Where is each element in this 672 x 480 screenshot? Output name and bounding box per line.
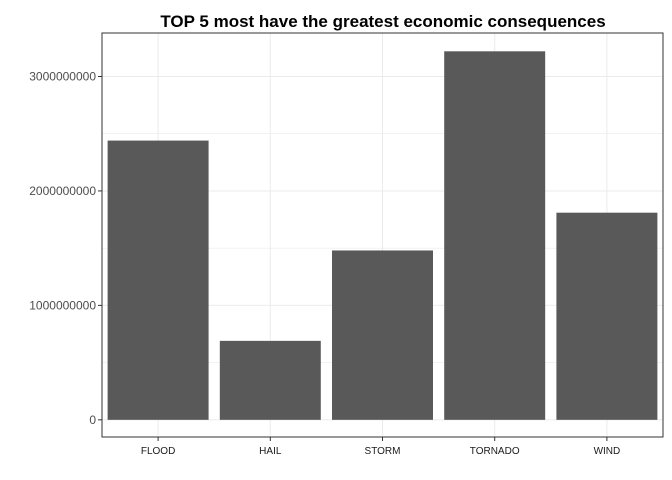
x-tick-label: HAIL: [259, 446, 282, 457]
y-tick-label: 2000000000: [29, 184, 96, 198]
bar-wind: [556, 212, 658, 420]
x-axis: FLOOD HAIL STORM TORNADO WIND: [141, 437, 620, 457]
x-tick-label: STORM: [365, 446, 401, 457]
x-tick-label: WIND: [594, 446, 621, 457]
y-tick-label: 3000000000: [29, 69, 96, 83]
x-tick-label: FLOOD: [141, 446, 175, 457]
x-tick-label: TORNADO: [470, 446, 520, 457]
chart-title: TOP 5 most have the greatest economic co…: [160, 12, 605, 31]
y-tick-label: 0: [89, 413, 96, 427]
bar-hail: [219, 340, 321, 420]
bars: [107, 51, 658, 420]
bar-flood: [107, 140, 209, 420]
bar-tornado: [444, 51, 546, 420]
y-axis: 0 1000000000 2000000000 3000000000: [29, 69, 102, 427]
bar-storm: [332, 250, 433, 420]
y-tick-label: 1000000000: [29, 298, 96, 312]
